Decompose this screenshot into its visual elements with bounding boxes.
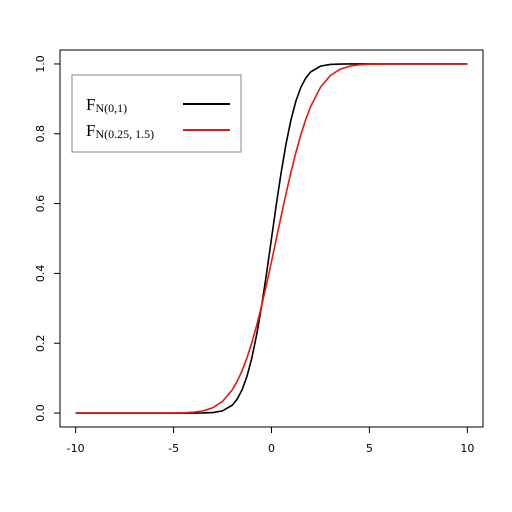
y-tick-label: 0.2: [34, 334, 47, 352]
x-tick-label: 5: [366, 442, 373, 455]
y-tick-label: 0.6: [34, 195, 47, 213]
legend-subscript: N(0,1): [95, 101, 127, 115]
x-tick-label: -5: [168, 442, 179, 455]
y-tick-label: 0.4: [34, 265, 47, 283]
x-tick-label: 10: [460, 442, 474, 455]
legend-subscript: N(0.25, 1.5): [95, 127, 154, 141]
x-tick-label: -10: [67, 442, 85, 455]
y-tick-label: 0.0: [34, 404, 47, 422]
line: [75, 63, 468, 414]
y-tick-label: 0.8: [34, 125, 47, 143]
legend-name: F: [86, 95, 95, 114]
legend-label: FN(0,1): [86, 95, 127, 115]
x-tick-label: 0: [268, 442, 275, 455]
line: [75, 63, 468, 414]
legend: FN(0,1)FN(0.25, 1.5): [71, 74, 242, 153]
legend-box: [71, 74, 242, 153]
y-tick-label: 1.0: [34, 55, 47, 73]
legend-name: F: [86, 121, 95, 140]
legend-label: FN(0.25, 1.5): [86, 121, 154, 141]
